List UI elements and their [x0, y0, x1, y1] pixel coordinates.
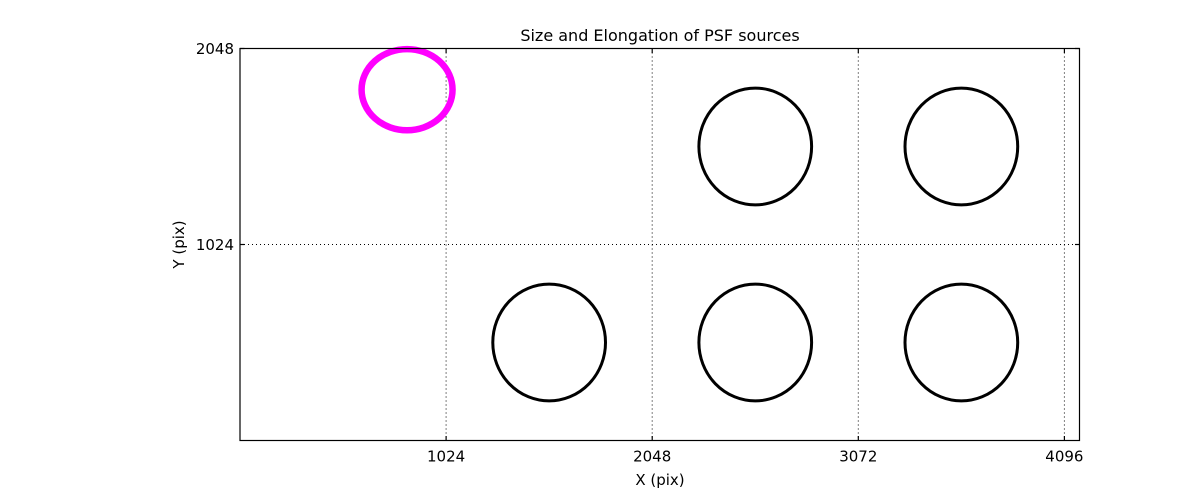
x-tick-label-2048: 2048 [633, 448, 671, 466]
chart-title: Size and Elongation of PSF sources [520, 26, 799, 45]
grid-layer [240, 48, 1080, 441]
x-tick-label-4096: 4096 [1045, 448, 1083, 466]
highlighted-source-ellipse [358, 45, 456, 134]
y-axis-label: Y (pix) [170, 220, 188, 269]
axes-layer [239, 47, 1081, 442]
x-tick-label-1024: 1024 [427, 448, 465, 466]
psf-sources-ellipse [697, 86, 814, 207]
psf-sources-ellipse [697, 282, 814, 403]
tick-label-layer: 1024 2048 3072 4096 1024 2048 [196, 40, 1084, 466]
ellipse-layer [358, 45, 1020, 403]
y-tick-label-1024: 1024 [196, 236, 234, 254]
psf-sources-ellipse [903, 86, 1020, 207]
psf-sources-ellipse [491, 282, 608, 403]
psf-sources-ellipse [903, 282, 1020, 403]
x-axis-label: X (pix) [635, 471, 684, 489]
y-tick-label-2048: 2048 [196, 40, 234, 58]
x-tick-label-3072: 3072 [839, 448, 877, 466]
